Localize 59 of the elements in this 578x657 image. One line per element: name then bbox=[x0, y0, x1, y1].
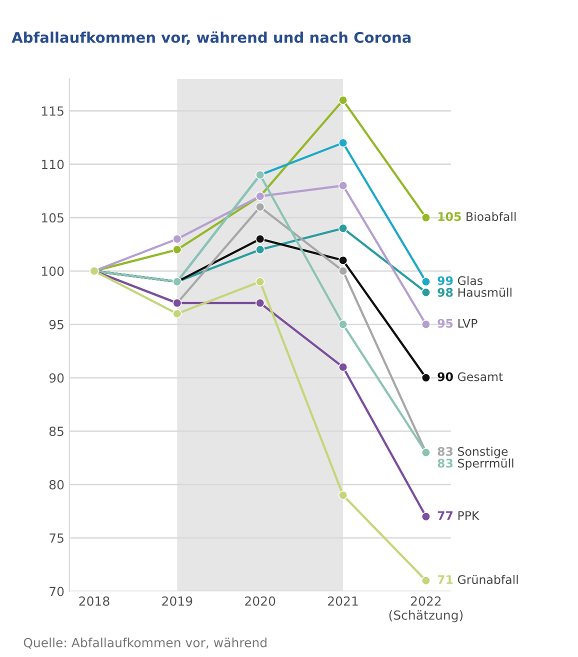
point bbox=[256, 202, 265, 212]
y-tick-label: 75 bbox=[50, 534, 64, 543]
data-label: 95 bbox=[438, 318, 453, 328]
point bbox=[338, 224, 348, 233]
data-label: 90 bbox=[438, 372, 453, 382]
x-tick-label: 2019 bbox=[162, 596, 192, 606]
y-tick-label: 80 bbox=[49, 480, 64, 490]
data-label: 98 bbox=[438, 288, 453, 297]
point bbox=[421, 373, 431, 382]
source-note: Quelle: Abfallaufkommen vor, während bbox=[24, 638, 266, 649]
y-tick-label: 110 bbox=[42, 160, 64, 170]
text: Hausmüll bbox=[458, 288, 512, 297]
point bbox=[256, 245, 265, 254]
point bbox=[421, 213, 431, 222]
point bbox=[338, 138, 348, 148]
text: LVP bbox=[458, 319, 478, 328]
point bbox=[338, 490, 348, 500]
point bbox=[256, 277, 265, 286]
y-tick-label: 70 bbox=[50, 586, 64, 596]
y-tick-label: 95 bbox=[49, 320, 64, 330]
point bbox=[172, 234, 182, 244]
point bbox=[421, 576, 431, 586]
point bbox=[421, 277, 431, 286]
point bbox=[172, 309, 182, 318]
y-tick-label: 90 bbox=[49, 373, 64, 383]
y-tick-label: 105 bbox=[42, 213, 64, 223]
x-tick-label: 2022 (Schätzung) bbox=[389, 596, 463, 622]
text: Gesamt bbox=[458, 372, 503, 382]
point bbox=[256, 298, 265, 308]
text: Bioabfall bbox=[466, 212, 516, 222]
point bbox=[338, 96, 348, 105]
chart-title: Abfallaufkommen vor, während und nach Corona bbox=[12, 31, 411, 45]
point bbox=[421, 288, 431, 297]
text: Sperrmüll bbox=[458, 458, 514, 470]
data-label: 105 bbox=[438, 212, 461, 222]
text: Sonstige bbox=[458, 446, 508, 458]
data-label: 83 bbox=[438, 447, 453, 456]
point bbox=[338, 181, 348, 190]
point bbox=[256, 234, 265, 244]
text: PPK bbox=[458, 511, 480, 520]
text: Grünabfall bbox=[458, 574, 518, 584]
y-tick-label: 115 bbox=[42, 106, 64, 116]
data-label: 71 bbox=[438, 575, 453, 584]
text: Glas bbox=[458, 276, 482, 286]
point bbox=[338, 320, 348, 329]
point bbox=[338, 362, 348, 372]
data-label: 77 bbox=[438, 511, 453, 520]
point bbox=[421, 320, 431, 329]
data-label: 99 bbox=[438, 276, 453, 286]
x-tick-label: 2021 bbox=[328, 596, 358, 606]
point bbox=[172, 245, 182, 254]
point bbox=[338, 256, 348, 265]
data-label: 83 bbox=[438, 458, 453, 468]
y-tick-label: 85 bbox=[49, 426, 64, 436]
x-tick-label: 2020 bbox=[245, 596, 276, 606]
y-tick-label: 100 bbox=[42, 266, 64, 276]
point bbox=[421, 512, 431, 522]
x-tick-label: 2018 bbox=[79, 596, 110, 606]
point bbox=[338, 266, 348, 276]
